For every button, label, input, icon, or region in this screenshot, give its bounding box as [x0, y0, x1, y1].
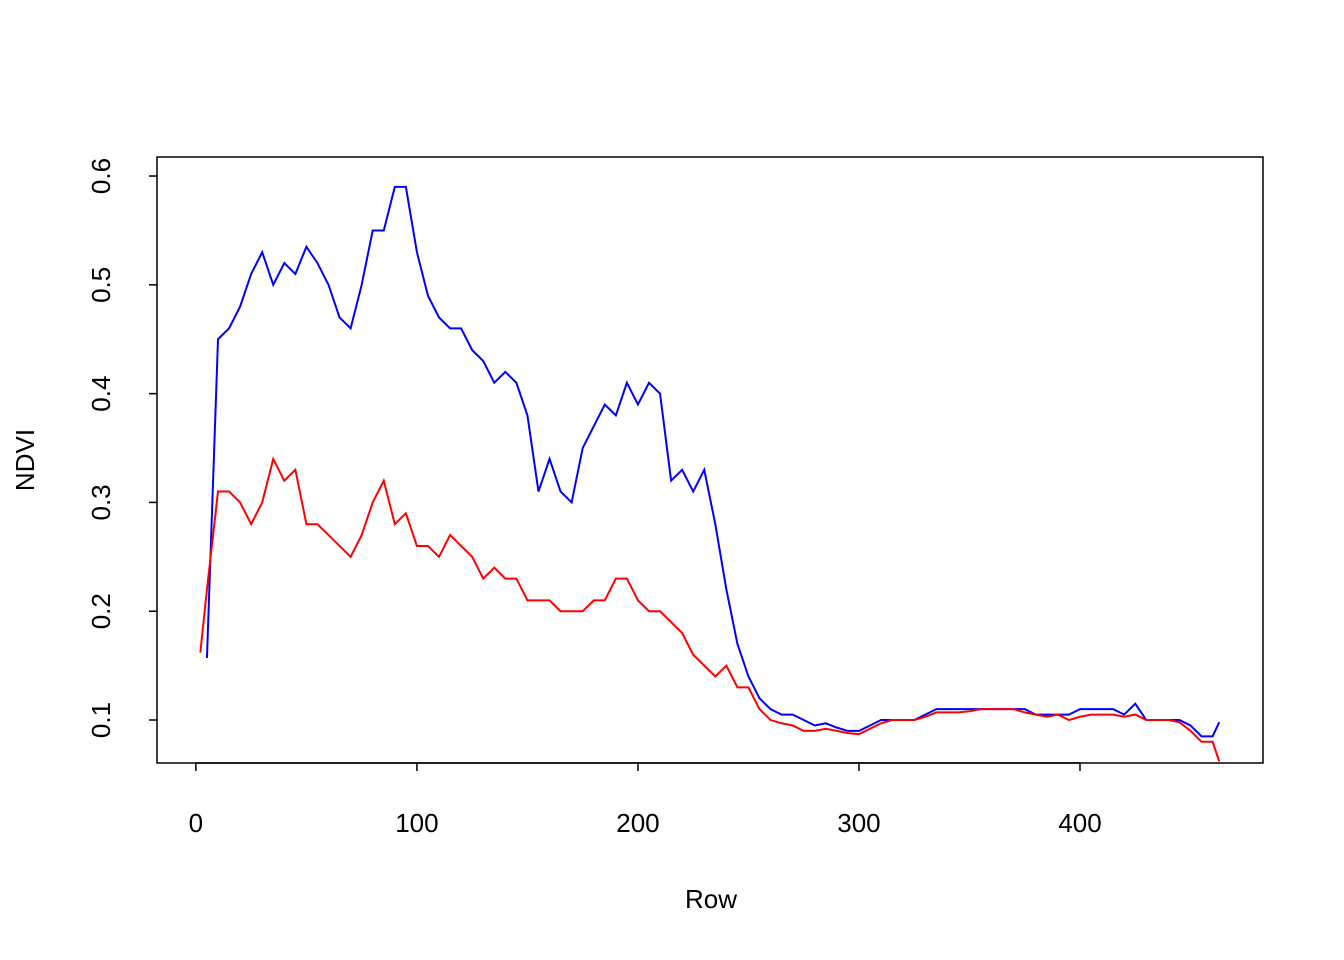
x-tick-label: 0 [189, 808, 203, 838]
x-axis-label: Row [685, 884, 737, 914]
y-tick-label: 0.4 [86, 376, 116, 412]
y-tick-label: 0.5 [86, 267, 116, 303]
y-tick-label: 0.2 [86, 593, 116, 629]
data-line [205, 185, 1221, 738]
y-tick-label: 0.1 [86, 702, 116, 738]
x-tick-label: 200 [616, 808, 659, 838]
y-tick-label: 0.3 [86, 484, 116, 520]
x-tick-label: 400 [1058, 808, 1101, 838]
x-tick-label: 100 [395, 808, 438, 838]
x-tick-label: 300 [837, 808, 880, 838]
y-tick-label: 0.6 [86, 158, 116, 194]
y-axis-label: NDVI [10, 429, 40, 491]
data-line [199, 456, 1221, 762]
